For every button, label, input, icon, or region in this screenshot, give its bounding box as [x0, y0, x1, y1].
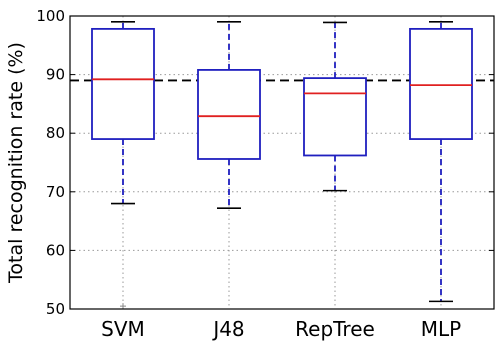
- box-mlp: [409, 21, 473, 303]
- category-label-reptree: RepTree: [295, 317, 375, 341]
- box-body: [197, 69, 261, 160]
- y-tick-label-70: 70: [46, 183, 65, 201]
- category-label-j48: J48: [211, 317, 244, 341]
- y-tick-label-60: 60: [46, 241, 65, 259]
- plot-frame: [69, 15, 495, 310]
- box-body: [409, 27, 473, 140]
- y-axis-ticks: 50 60 70 80 90 100: [36, 7, 494, 318]
- y-tick-label-50: 50: [46, 300, 65, 318]
- boxes-layer: [91, 21, 473, 310]
- category-label-mlp: MLP: [421, 317, 461, 341]
- y-tick-label-80: 80: [46, 124, 65, 142]
- box-reptree: [303, 21, 367, 192]
- y-axis-title: Total recognition rate (%): [5, 42, 27, 284]
- outlier-0: [120, 303, 126, 310]
- y-tick-label-100: 100: [36, 7, 65, 25]
- box-svm: [91, 21, 155, 310]
- category-label-svm: SVM: [101, 317, 145, 341]
- x-axis-categories: SVM J48 RepTree MLP: [101, 317, 461, 341]
- y-tick-label-90: 90: [46, 66, 65, 84]
- box-body: [303, 77, 367, 157]
- box-body: [91, 27, 155, 140]
- box-j48: [197, 21, 261, 210]
